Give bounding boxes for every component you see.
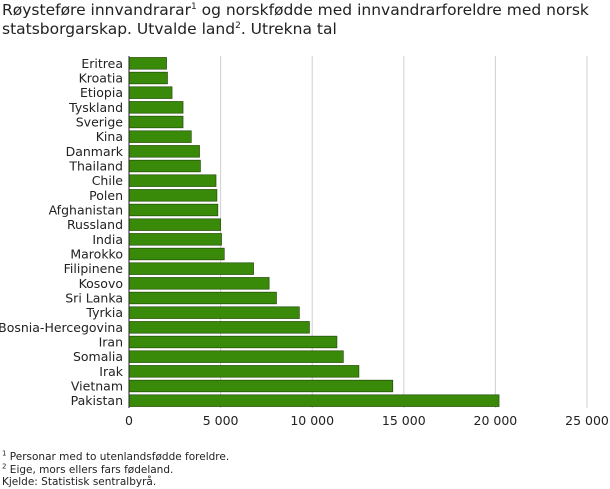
bar <box>128 233 222 246</box>
category-label: Russland <box>67 217 123 232</box>
source-note: Kjelde: Statistisk sentralbyrå. <box>2 476 157 488</box>
category-labels: EritreaKroatiaEtiopiaTysklandSverigeKina… <box>0 56 124 408</box>
title-text-3: . Utrekna tal <box>240 20 337 38</box>
category-label: Vietnam <box>71 379 123 394</box>
category-label: Chile <box>92 173 124 188</box>
bar <box>128 203 219 217</box>
bar-chart: EritreaKroatiaEtiopiaTysklandSverigeKina… <box>0 56 609 428</box>
category-label: Somalia <box>73 349 123 364</box>
bar <box>128 365 360 378</box>
bar <box>128 394 500 407</box>
footnote-2-marker: 2 <box>2 462 7 470</box>
category-label: Filipinene <box>64 261 124 276</box>
category-label: Thailand <box>68 159 123 174</box>
bar <box>128 306 300 319</box>
bar <box>128 115 184 129</box>
x-tick-label: 5 000 <box>203 413 239 428</box>
footnote-2: 2 Eige, mors ellers fars fødeland. <box>2 462 229 477</box>
category-label: Danmark <box>66 144 124 159</box>
title-footnote-ref-1: 1 <box>190 1 197 12</box>
x-tick-label: 0 <box>125 413 133 428</box>
bar <box>128 321 310 334</box>
category-label: Pakistan <box>71 393 123 408</box>
category-label: Irak <box>99 364 123 379</box>
bar <box>128 218 221 231</box>
category-label: Sverige <box>76 115 124 130</box>
x-axis-ticks: 0 5 000 10 000 15 000 20 000 25 000 <box>125 413 609 428</box>
bar <box>128 86 173 99</box>
bar <box>128 174 217 187</box>
bar <box>128 291 277 305</box>
category-label: Kroatia <box>79 71 123 86</box>
bar <box>128 277 270 290</box>
bar <box>128 189 218 202</box>
bar <box>128 101 184 114</box>
category-label: Iran <box>99 335 123 350</box>
title-footnote-ref-2: 2 <box>235 20 241 31</box>
category-label: Kina <box>96 129 123 144</box>
category-label: India <box>92 232 123 247</box>
category-label: Marokko <box>70 247 123 262</box>
category-label: Afghanistan <box>49 203 123 218</box>
title-text-2: og norskfødde med innvandrarforeldre med… <box>2 1 589 38</box>
footnote-1: 1 Personar med to utenlandsfødde foreldr… <box>2 449 230 464</box>
x-tick-label: 15 000 <box>382 413 426 428</box>
category-label: Tyskland <box>68 100 123 115</box>
category-label: Kosovo <box>79 276 123 291</box>
footnote-1-marker: 1 <box>2 449 7 458</box>
gridlines <box>220 56 588 408</box>
chart-title: Røysteføre innvandrarar1 og norskfødde m… <box>2 1 608 39</box>
footnote-1-text: Personar med to utenlandsfødde foreldre. <box>6 451 230 463</box>
bar <box>128 130 192 143</box>
bar <box>128 262 254 275</box>
bar <box>128 350 344 363</box>
footer: 1 Personar med to utenlandsfødde foreldr… <box>2 449 230 489</box>
footnote-2-text: Eige, mors ellers fars fødeland. <box>6 463 174 476</box>
title-text-1: Røysteføre innvandrarar <box>2 1 191 19</box>
category-label: Sri Lanka <box>65 291 123 306</box>
x-tick-label: 25 000 <box>565 413 609 428</box>
bar <box>128 379 394 393</box>
bars <box>128 57 500 407</box>
x-tick-label: 20 000 <box>474 413 518 428</box>
category-label: Tyrkia <box>85 305 123 320</box>
bar <box>128 247 225 261</box>
category-label: Polen <box>89 188 123 203</box>
bar <box>128 145 200 158</box>
category-label: Bosnia-Hercegovina <box>0 320 123 335</box>
bar <box>128 335 338 349</box>
x-tick-label: 10 000 <box>290 413 334 428</box>
bar <box>128 159 201 173</box>
category-label: Eritrea <box>81 56 123 71</box>
bar <box>128 57 167 70</box>
bar <box>128 71 168 85</box>
category-label: Etiopia <box>80 85 123 100</box>
